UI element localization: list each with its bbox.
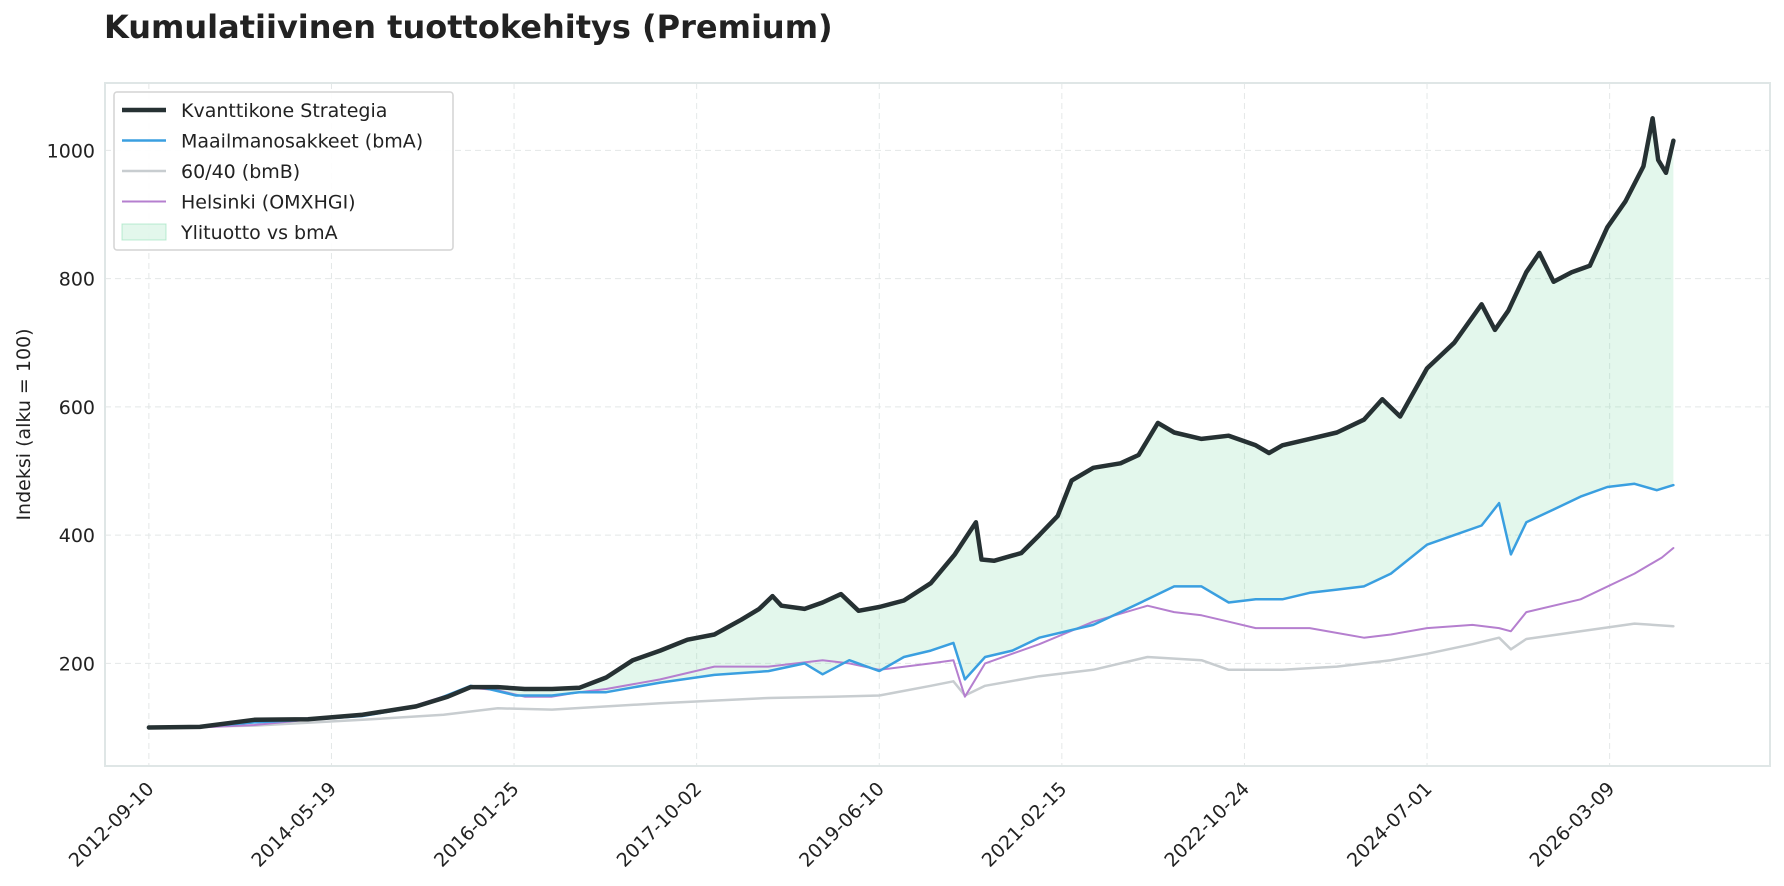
y-tick-label: 400 [59, 525, 95, 547]
legend-label: Kvanttikone Strategia [181, 100, 387, 122]
x-tick-label: 2026-03-09 [1526, 778, 1620, 872]
legend: Kvanttikone Strategia Maailmanosakkeet (b… [113, 91, 454, 251]
legend-label: Maailmanosakkeet (bmA) [181, 131, 423, 153]
plot-frame [104, 82, 1771, 767]
series-line-kvanttikone [146, 116, 1676, 730]
y-axis-label: Indeksi (alku = 100) [13, 328, 35, 520]
series-line-bmb [147, 622, 1675, 729]
y-tick-label: 600 [59, 397, 95, 419]
x-tick-label: 2012-09-10 [65, 778, 159, 872]
x-tick-label: 2017-10-02 [613, 778, 707, 872]
series-layer [146, 116, 1676, 730]
fill-area-excess-return [148, 118, 1674, 728]
chart-title: Kumulatiivinen tuottokehitys (Premium) [104, 8, 833, 46]
x-axis: 2012-09-10 2014-05-19 2016-01-25 2017-10-02… [65, 778, 1619, 872]
fill-area-layer [148, 118, 1674, 728]
y-tick-label: 800 [59, 269, 95, 291]
y-axis: 200 400 600 800 1000 [47, 140, 95, 675]
x-tick-label: 2014-05-19 [247, 778, 341, 872]
x-tick-label: 2021-02-15 [978, 778, 1072, 872]
x-tick-label: 2016-01-25 [430, 778, 524, 872]
x-tick-label: 2024-07-01 [1343, 778, 1437, 872]
legend-label: 60/40 (bmB) [181, 161, 300, 183]
series-line-bma [147, 482, 1675, 729]
legend-label: Helsinki (OMXHGI) [181, 192, 356, 214]
legend-label: Ylituotto vs bmA [180, 222, 338, 244]
x-tick-label: 2019-06-10 [795, 778, 889, 872]
y-tick-label: 200 [59, 653, 95, 675]
x-tick-label: 2022-10-24 [1160, 778, 1254, 872]
legend-box [113, 91, 454, 251]
y-tick-label: 1000 [47, 140, 95, 162]
legend-swatch [121, 223, 167, 241]
